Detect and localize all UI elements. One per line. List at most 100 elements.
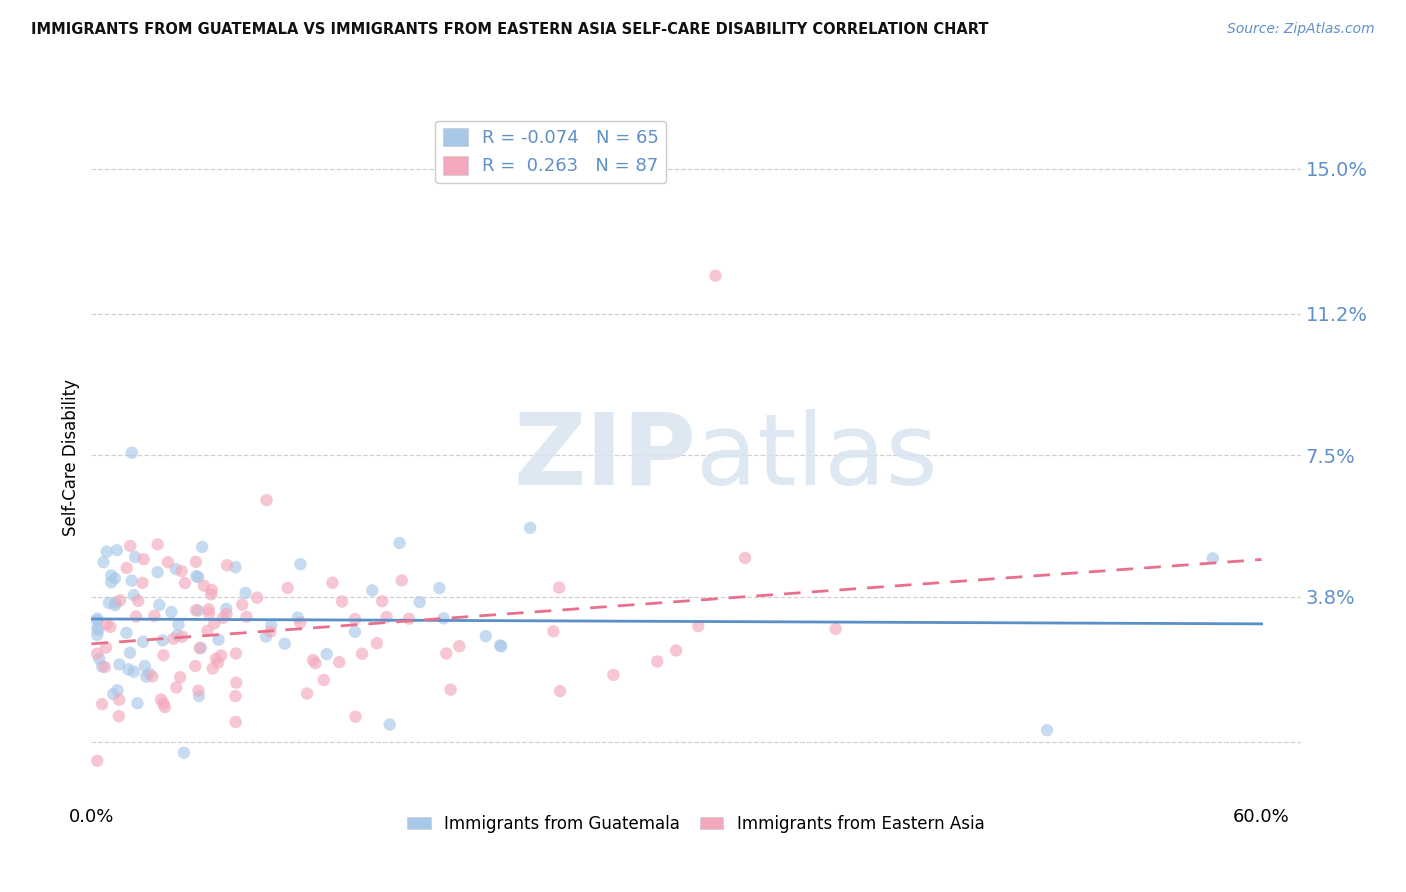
Point xyxy=(378,717,401,731)
Point xyxy=(152,633,174,648)
Point xyxy=(103,687,125,701)
Point xyxy=(98,620,121,634)
Point xyxy=(120,539,142,553)
Point xyxy=(375,610,398,624)
Point xyxy=(1202,551,1225,566)
Point xyxy=(108,657,131,672)
Point xyxy=(100,568,122,582)
Point xyxy=(302,653,325,667)
Point xyxy=(212,611,235,625)
Point xyxy=(200,587,222,601)
Point xyxy=(132,634,155,648)
Point xyxy=(489,639,512,653)
Point xyxy=(143,608,166,623)
Point xyxy=(352,647,374,661)
Point xyxy=(104,598,127,612)
Point xyxy=(156,555,179,569)
Point xyxy=(361,583,384,598)
Point xyxy=(93,660,115,674)
Point xyxy=(274,637,297,651)
Point xyxy=(169,670,191,684)
Point xyxy=(330,594,353,608)
Point xyxy=(433,611,456,625)
Point xyxy=(124,549,146,564)
Point xyxy=(665,643,688,657)
Point xyxy=(162,632,184,646)
Point xyxy=(121,445,143,459)
Legend: Immigrants from Guatemala, Immigrants from Eastern Asia: Immigrants from Guatemala, Immigrants fr… xyxy=(401,808,991,839)
Point xyxy=(127,696,149,710)
Point xyxy=(315,647,337,661)
Point xyxy=(259,624,281,639)
Point xyxy=(225,675,247,690)
Point xyxy=(235,586,257,600)
Point xyxy=(198,606,221,620)
Point xyxy=(343,624,366,639)
Point xyxy=(328,655,350,669)
Point xyxy=(209,648,232,663)
Point xyxy=(91,659,114,673)
Point xyxy=(491,640,513,654)
Point xyxy=(824,622,846,636)
Text: atlas: atlas xyxy=(696,409,938,506)
Point xyxy=(256,493,278,508)
Point xyxy=(160,605,183,619)
Point xyxy=(188,641,211,656)
Point xyxy=(86,647,108,661)
Point xyxy=(225,647,247,661)
Point xyxy=(290,557,312,571)
Point xyxy=(645,655,668,669)
Point xyxy=(225,689,247,703)
Point xyxy=(108,593,131,607)
Point xyxy=(125,609,148,624)
Point xyxy=(115,625,138,640)
Point xyxy=(519,521,541,535)
Point xyxy=(246,591,269,605)
Point xyxy=(287,610,309,624)
Point xyxy=(202,616,225,631)
Point xyxy=(96,617,118,632)
Point xyxy=(215,558,238,573)
Point xyxy=(602,668,624,682)
Point xyxy=(148,598,170,612)
Point xyxy=(187,603,209,617)
Point xyxy=(688,619,710,633)
Point xyxy=(191,540,214,554)
Point xyxy=(184,603,207,617)
Point xyxy=(127,594,149,608)
Point xyxy=(86,614,108,628)
Point xyxy=(734,550,756,565)
Point xyxy=(118,646,141,660)
Point xyxy=(146,565,169,579)
Point xyxy=(91,697,114,711)
Text: ZIP: ZIP xyxy=(513,409,696,506)
Point xyxy=(167,617,190,632)
Point xyxy=(165,562,187,576)
Point xyxy=(165,681,187,695)
Point xyxy=(174,576,197,591)
Point xyxy=(187,683,209,698)
Point xyxy=(86,612,108,626)
Point xyxy=(107,709,129,723)
Point xyxy=(107,683,129,698)
Point xyxy=(304,656,326,670)
Point xyxy=(141,669,163,683)
Point xyxy=(98,596,121,610)
Point xyxy=(134,659,156,673)
Point xyxy=(190,640,212,655)
Point xyxy=(104,571,127,585)
Point xyxy=(277,581,299,595)
Point xyxy=(439,682,461,697)
Point xyxy=(366,636,388,650)
Point xyxy=(254,630,277,644)
Point xyxy=(187,689,209,703)
Point xyxy=(170,564,193,578)
Point xyxy=(94,640,117,655)
Point xyxy=(150,692,173,706)
Point xyxy=(290,615,312,630)
Point xyxy=(225,714,247,729)
Point xyxy=(343,612,366,626)
Point xyxy=(152,697,174,711)
Point xyxy=(121,574,143,588)
Point xyxy=(207,656,229,670)
